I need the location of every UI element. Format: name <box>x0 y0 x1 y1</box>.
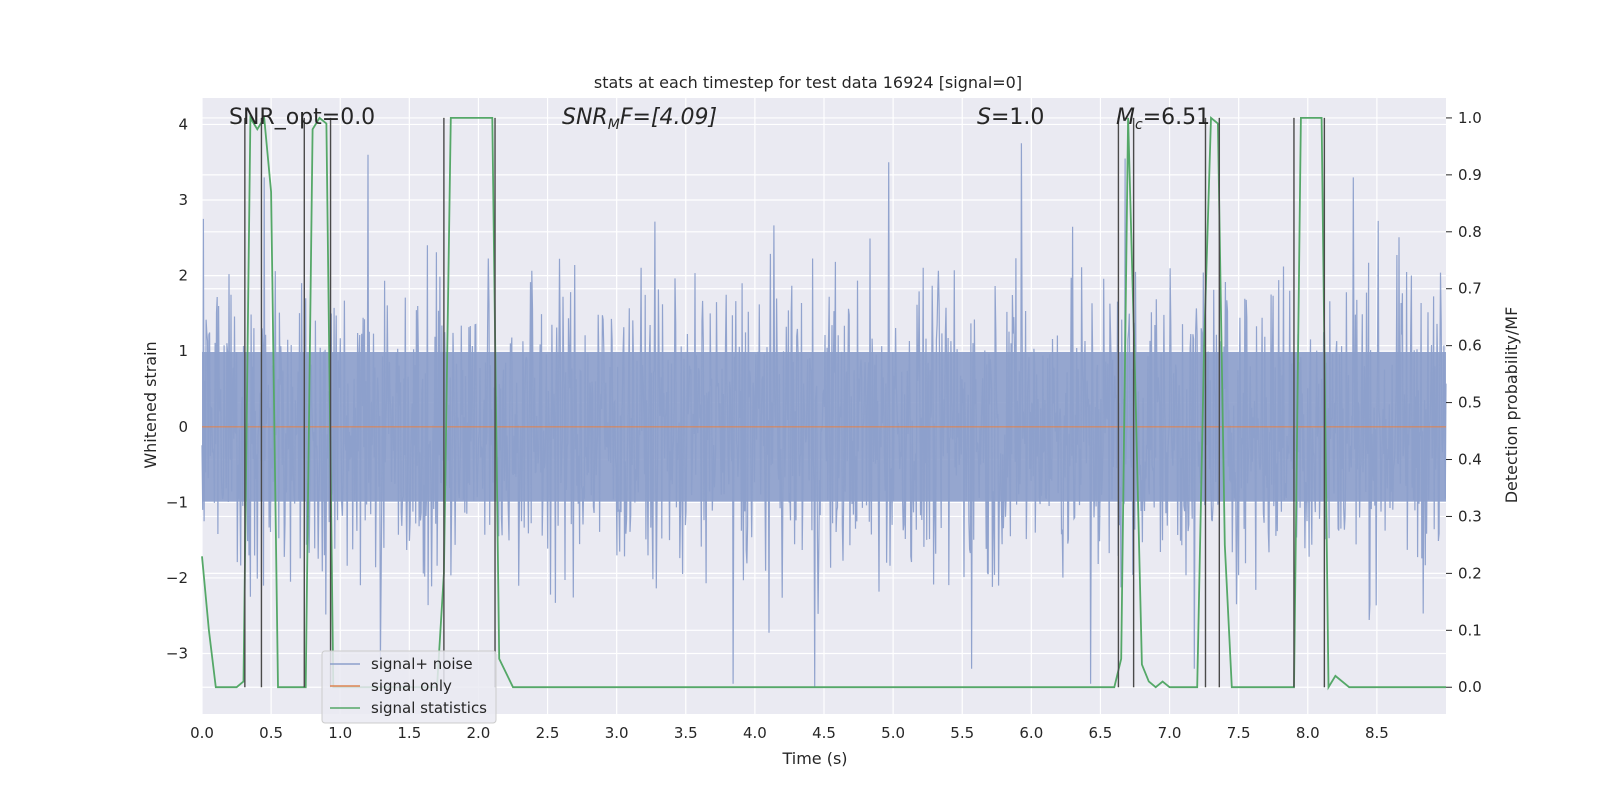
y2-axis-label: Detection probability/MF <box>1502 307 1521 504</box>
y-tick-label: −3 <box>166 645 188 663</box>
annotation-s-symbol: S <box>977 105 991 130</box>
y-tick-label: 3 <box>178 191 188 209</box>
x-axis: 0.0 0.5 1.0 1.5 2.0 2.5 3.0 3.5 4.0 4.5 5.0 5.5 6.0 6… <box>190 724 1389 742</box>
annotation-mc-symbol: M <box>1116 105 1135 130</box>
y2-tick-label: 0.0 <box>1458 678 1482 696</box>
x-tick-label: 1.5 <box>397 724 421 742</box>
x-tick-label: 1.0 <box>328 724 352 742</box>
y2-tick-label: 0.1 <box>1458 621 1482 639</box>
x-axis-label: Time (s) <box>781 749 847 768</box>
annotation-mc-subscript: c <box>1135 117 1143 133</box>
y-tick-label: −1 <box>166 493 188 511</box>
x-tick-label: 7.5 <box>1227 724 1251 742</box>
annotation-snr-mf-subscript: M <box>608 117 620 133</box>
x-tick-label: 4.5 <box>812 724 836 742</box>
x-tick-label: 6.5 <box>1089 724 1113 742</box>
y-tick-label: 4 <box>178 115 188 133</box>
x-tick-label: 7.0 <box>1158 724 1182 742</box>
x-tick-label: 3.5 <box>674 724 698 742</box>
series-layer <box>201 114 1446 691</box>
y2-tick-label: 0.3 <box>1458 507 1482 525</box>
annotation-snr-mf: SNRMF=[4.09] <box>562 105 717 133</box>
annotation-mc-rest: =6.51 <box>1143 105 1210 130</box>
y-tick-label: 2 <box>178 267 188 285</box>
annotation-mc: Mc=6.51 <box>1116 105 1210 133</box>
x-tick-label: 8.0 <box>1296 724 1320 742</box>
x-tick-label: 0.0 <box>190 724 214 742</box>
y2-tick-label: 0.2 <box>1458 564 1482 582</box>
legend-box <box>321 650 497 724</box>
x-tick-label: 5.5 <box>950 724 974 742</box>
annotation-snr-mf-rest: F=[4.09] <box>620 105 717 130</box>
annotation-s-rest: =1.0 <box>991 105 1044 130</box>
x-tick-label: 5.0 <box>881 724 905 742</box>
x-tick-label: 8.5 <box>1365 724 1389 742</box>
legend-label-signal-only: signal only <box>371 677 452 695</box>
y-axis-right: 1.0 0.9 0.8 0.7 0.6 0.5 0.4 0.3 0.2 0.1 0.0 <box>1446 109 1482 696</box>
legend-label-signal-statistics: signal statistics <box>371 699 487 717</box>
legend-label-signal-noise: signal+ noise <box>371 655 473 673</box>
legend: signal+ noise signal only signal statist… <box>321 650 497 724</box>
y-tick-label: 1 <box>178 342 188 360</box>
x-tick-label: 3.0 <box>605 724 629 742</box>
y2-tick-label: 0.4 <box>1458 451 1482 469</box>
y-tick-label: −2 <box>166 569 188 587</box>
x-tick-label: 4.0 <box>743 724 767 742</box>
y-axis-label: Whitened strain <box>141 341 160 468</box>
y2-tick-label: 0.6 <box>1458 337 1482 355</box>
vertical-markers <box>244 117 1326 688</box>
y2-tick-label: 0.9 <box>1458 166 1482 184</box>
y2-tick-label: 0.7 <box>1458 280 1482 298</box>
annotation-snr-opt: SNR_opt=0.0 <box>229 105 375 130</box>
x-tick-label: 0.5 <box>259 724 283 742</box>
y2-tick-label: 0.8 <box>1458 223 1482 241</box>
x-tick-label: 2.5 <box>536 724 560 742</box>
x-tick-label: 2.0 <box>467 724 491 742</box>
y2-tick-label: 0.5 <box>1458 394 1482 412</box>
y-tick-label: 0 <box>178 418 188 436</box>
annotation-s: S=1.0 <box>977 105 1044 130</box>
signal-noise-line <box>201 143 1447 688</box>
chart-title: stats at each timestep for test data 169… <box>594 73 1022 92</box>
y-axis-left: 4 3 2 1 0 −1 −2 −3 <box>166 115 188 662</box>
signal-statistics-line <box>201 114 1446 691</box>
annotation-snr-mf-symbol: SNR <box>562 105 608 130</box>
y2-tick-label: 1.0 <box>1458 109 1482 127</box>
x-tick-label: 6.0 <box>1019 724 1043 742</box>
